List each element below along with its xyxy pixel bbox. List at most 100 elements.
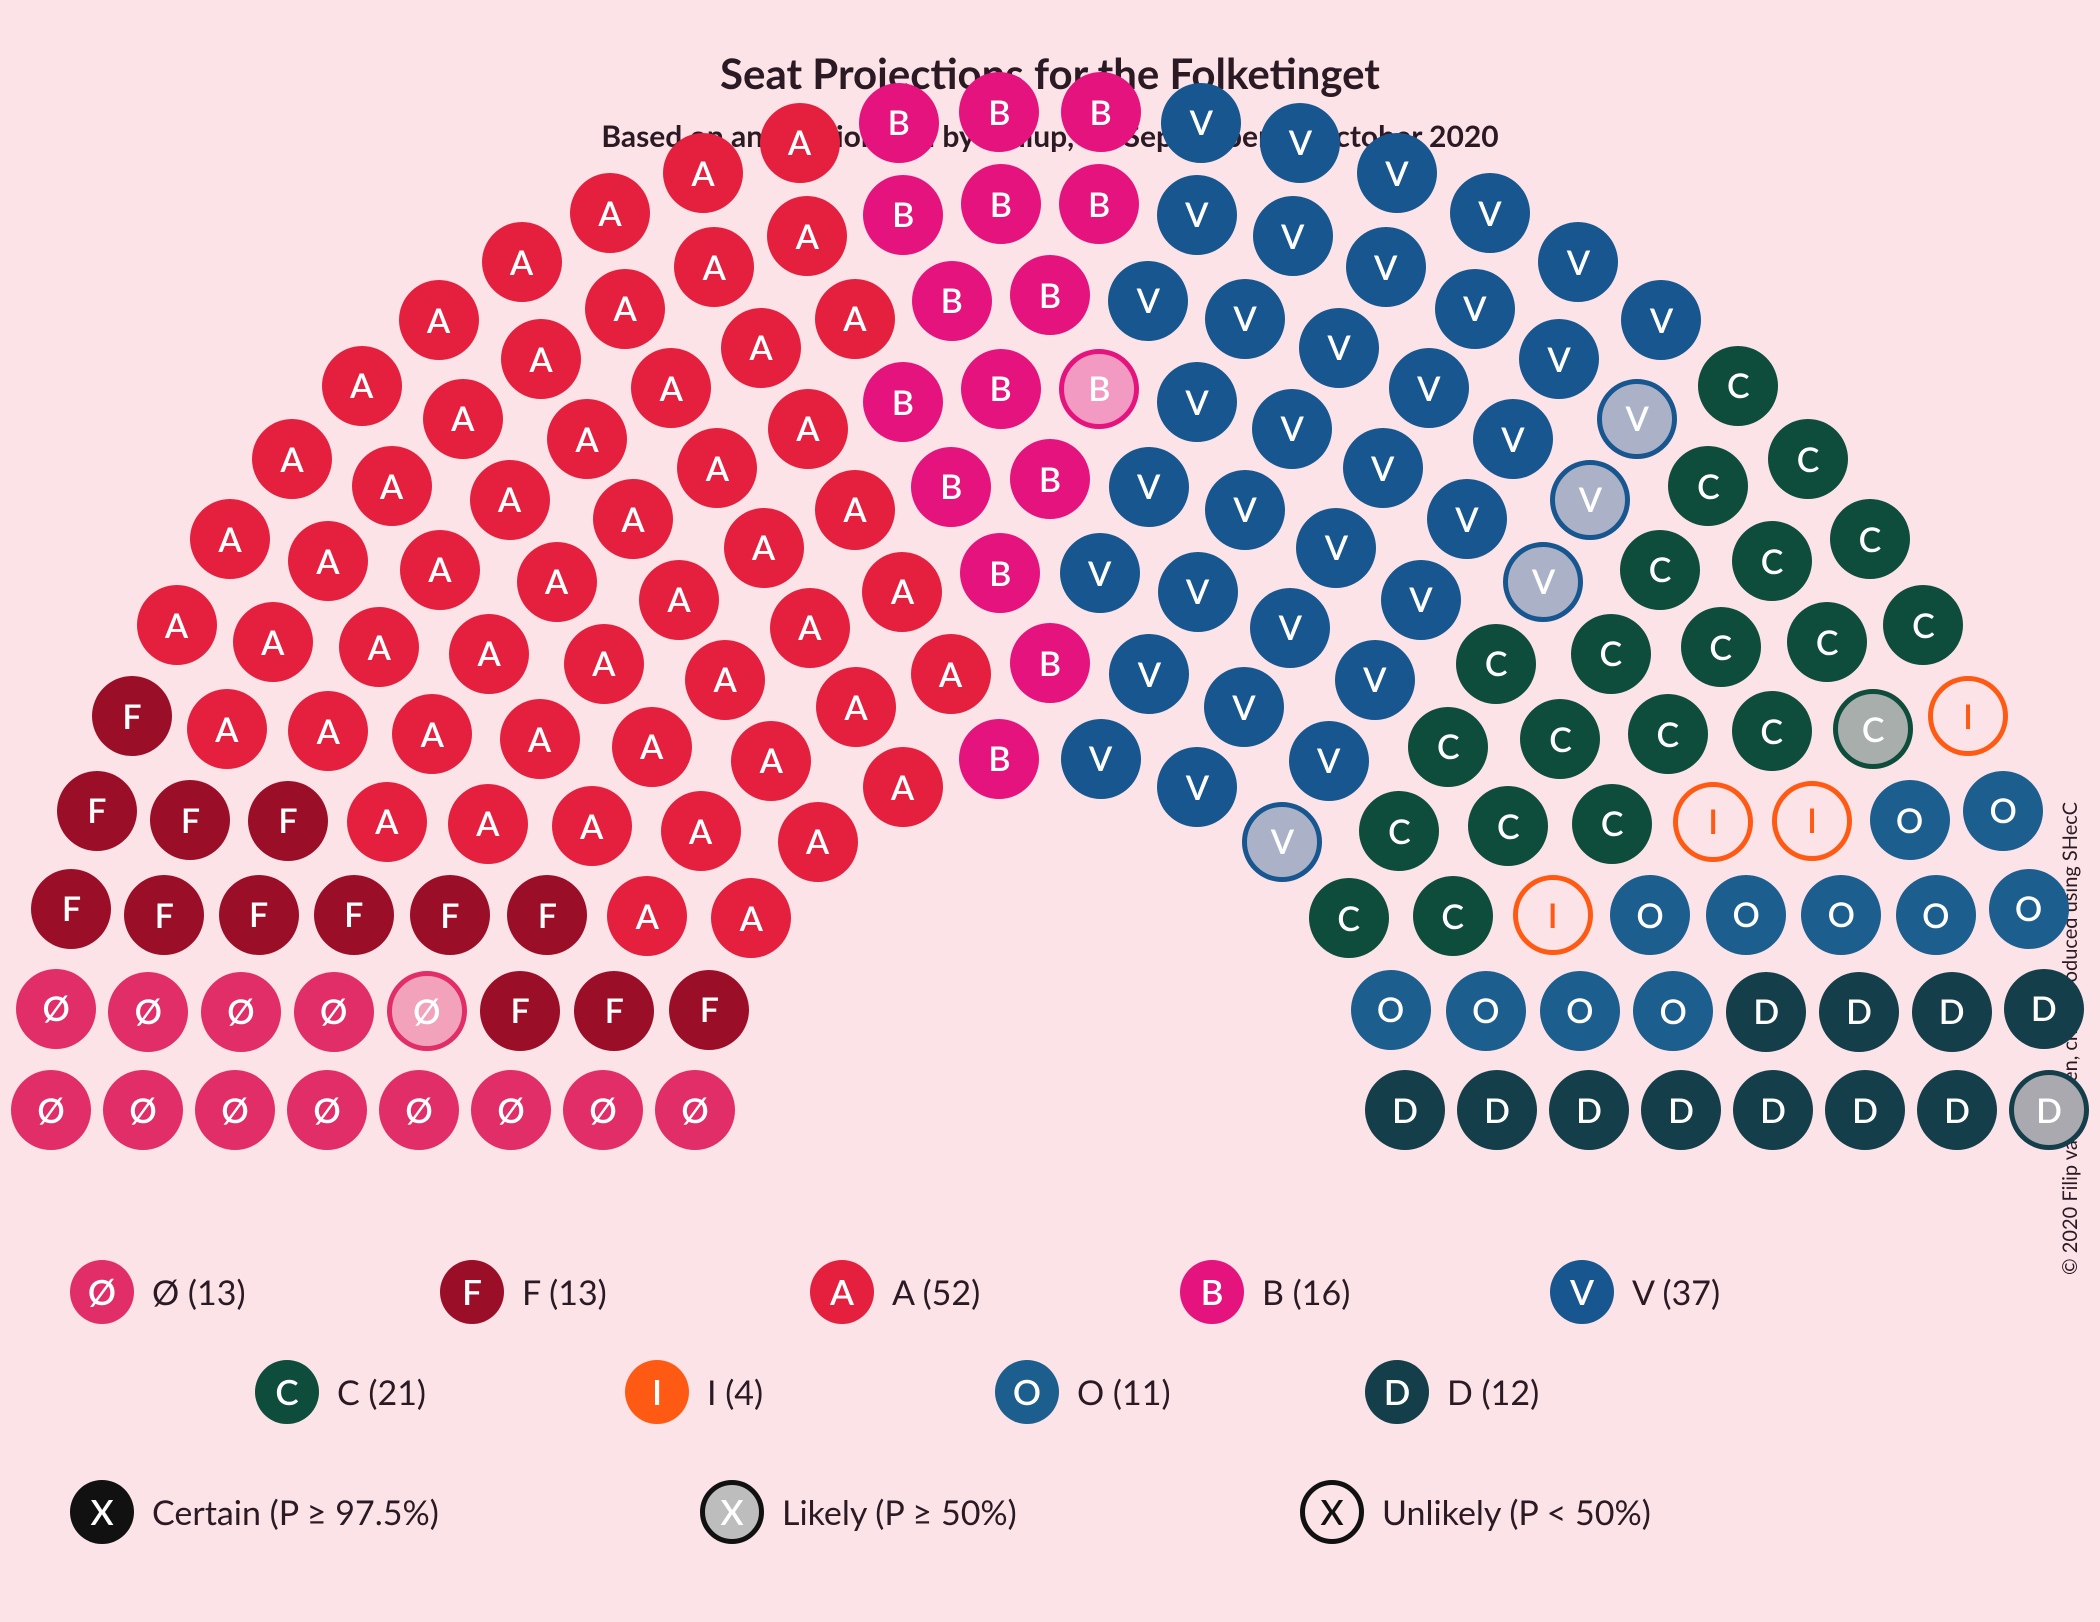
legend-dot: A xyxy=(810,1260,874,1324)
seat: A xyxy=(252,419,332,499)
seat: B xyxy=(912,261,992,341)
seat: Ø xyxy=(287,1070,367,1150)
seat: F xyxy=(314,875,394,955)
seat: V xyxy=(1299,308,1379,388)
seat: B xyxy=(1059,164,1139,244)
seat: I xyxy=(1673,782,1753,862)
seat: F xyxy=(31,869,111,949)
seat: V xyxy=(1346,227,1426,307)
seat: Ø xyxy=(379,1070,459,1150)
seat: V xyxy=(1157,362,1237,442)
seat: Ø xyxy=(387,971,467,1051)
legend-party: ØØ (13) xyxy=(70,1260,246,1324)
seat: D xyxy=(2004,969,2084,1049)
seat: A xyxy=(500,699,580,779)
seat: C xyxy=(1408,707,1488,787)
seat: V xyxy=(1060,533,1140,613)
seat: B xyxy=(1059,349,1139,429)
seat: V xyxy=(1157,175,1237,255)
legend-prob-label: Unlikely (P < 50%) xyxy=(1382,1492,1651,1533)
seat: C xyxy=(1732,691,1812,771)
seat: A xyxy=(501,319,581,399)
seat: A xyxy=(339,607,419,687)
legend-dot: V xyxy=(1550,1260,1614,1324)
seat: A xyxy=(400,530,480,610)
seat: A xyxy=(778,802,858,882)
seat: C xyxy=(1698,346,1778,426)
legend-dot: I xyxy=(625,1360,689,1424)
seat: A xyxy=(816,667,896,747)
seat: V xyxy=(1550,460,1630,540)
seat: V xyxy=(1157,747,1237,827)
legend-label: B (16) xyxy=(1262,1272,1350,1313)
seat: B xyxy=(859,83,939,163)
seat: O xyxy=(1610,875,1690,955)
seat: A xyxy=(288,521,368,601)
seat: O xyxy=(1633,971,1713,1051)
seat: I xyxy=(1772,781,1852,861)
seat: A xyxy=(863,747,943,827)
seat: A xyxy=(187,689,267,769)
legend-dot: D xyxy=(1365,1360,1429,1424)
seat: B xyxy=(1061,72,1141,152)
seat: A xyxy=(685,640,765,720)
seat: A xyxy=(470,460,550,540)
seat: V xyxy=(1389,348,1469,428)
legend-party: OO (11) xyxy=(995,1360,1171,1424)
seat: A xyxy=(517,542,597,622)
seat: V xyxy=(1252,389,1332,469)
seat: Ø xyxy=(11,1070,91,1150)
seat: A xyxy=(815,279,895,359)
legend-label: A (52) xyxy=(892,1272,980,1313)
seat: F xyxy=(574,971,654,1051)
seat: V xyxy=(1061,719,1141,799)
seat: A xyxy=(392,694,472,774)
seat: A xyxy=(448,784,528,864)
legend-label: F (13) xyxy=(522,1272,607,1313)
seat: Ø xyxy=(471,1070,551,1150)
seat: D xyxy=(1457,1070,1537,1150)
legend-prob-dot: X xyxy=(700,1480,764,1544)
seat: D xyxy=(1917,1070,1997,1150)
seat: V xyxy=(1204,667,1284,747)
seat: A xyxy=(911,634,991,714)
seat: B xyxy=(961,164,1041,244)
seat: V xyxy=(1250,588,1330,668)
seat: C xyxy=(1456,624,1536,704)
seat: C xyxy=(1732,521,1812,601)
legend-party: A A (52) xyxy=(810,1260,980,1324)
seat: O xyxy=(1870,780,1950,860)
seat: V xyxy=(1597,379,1677,459)
seat: Ø xyxy=(294,972,374,1052)
seat: A xyxy=(663,133,743,213)
seat: V xyxy=(1503,542,1583,622)
seat: A xyxy=(423,379,503,459)
seat: C xyxy=(1668,446,1748,526)
seat: A xyxy=(190,499,270,579)
legend-dot: F xyxy=(440,1260,504,1324)
seat: O xyxy=(1540,971,1620,1051)
seat: A xyxy=(322,346,402,426)
seat: A xyxy=(661,791,741,871)
seat: V xyxy=(1108,261,1188,341)
seat: A xyxy=(724,508,804,588)
seat: F xyxy=(57,771,137,851)
seat: O xyxy=(1801,875,1881,955)
chart-title: Seat Projections for the Folketinget xyxy=(0,48,2100,98)
seat: V xyxy=(1435,269,1515,349)
seat: B xyxy=(863,175,943,255)
seat: Ø xyxy=(103,1070,183,1150)
seat: A xyxy=(862,552,942,632)
seat: C xyxy=(1628,694,1708,774)
seat: V xyxy=(1260,103,1340,183)
seat: O xyxy=(1446,971,1526,1051)
seat: O xyxy=(1896,875,1976,955)
seat: A xyxy=(347,782,427,862)
seat: V xyxy=(1450,173,1530,253)
legend-party: DD (12) xyxy=(1365,1360,1539,1424)
seat: I xyxy=(1513,875,1593,955)
seat: Ø xyxy=(195,1070,275,1150)
seat: V xyxy=(1357,133,1437,213)
chart-stage: Seat Projections for the Folketinget Bas… xyxy=(0,0,2100,1622)
seat: A xyxy=(233,602,313,682)
